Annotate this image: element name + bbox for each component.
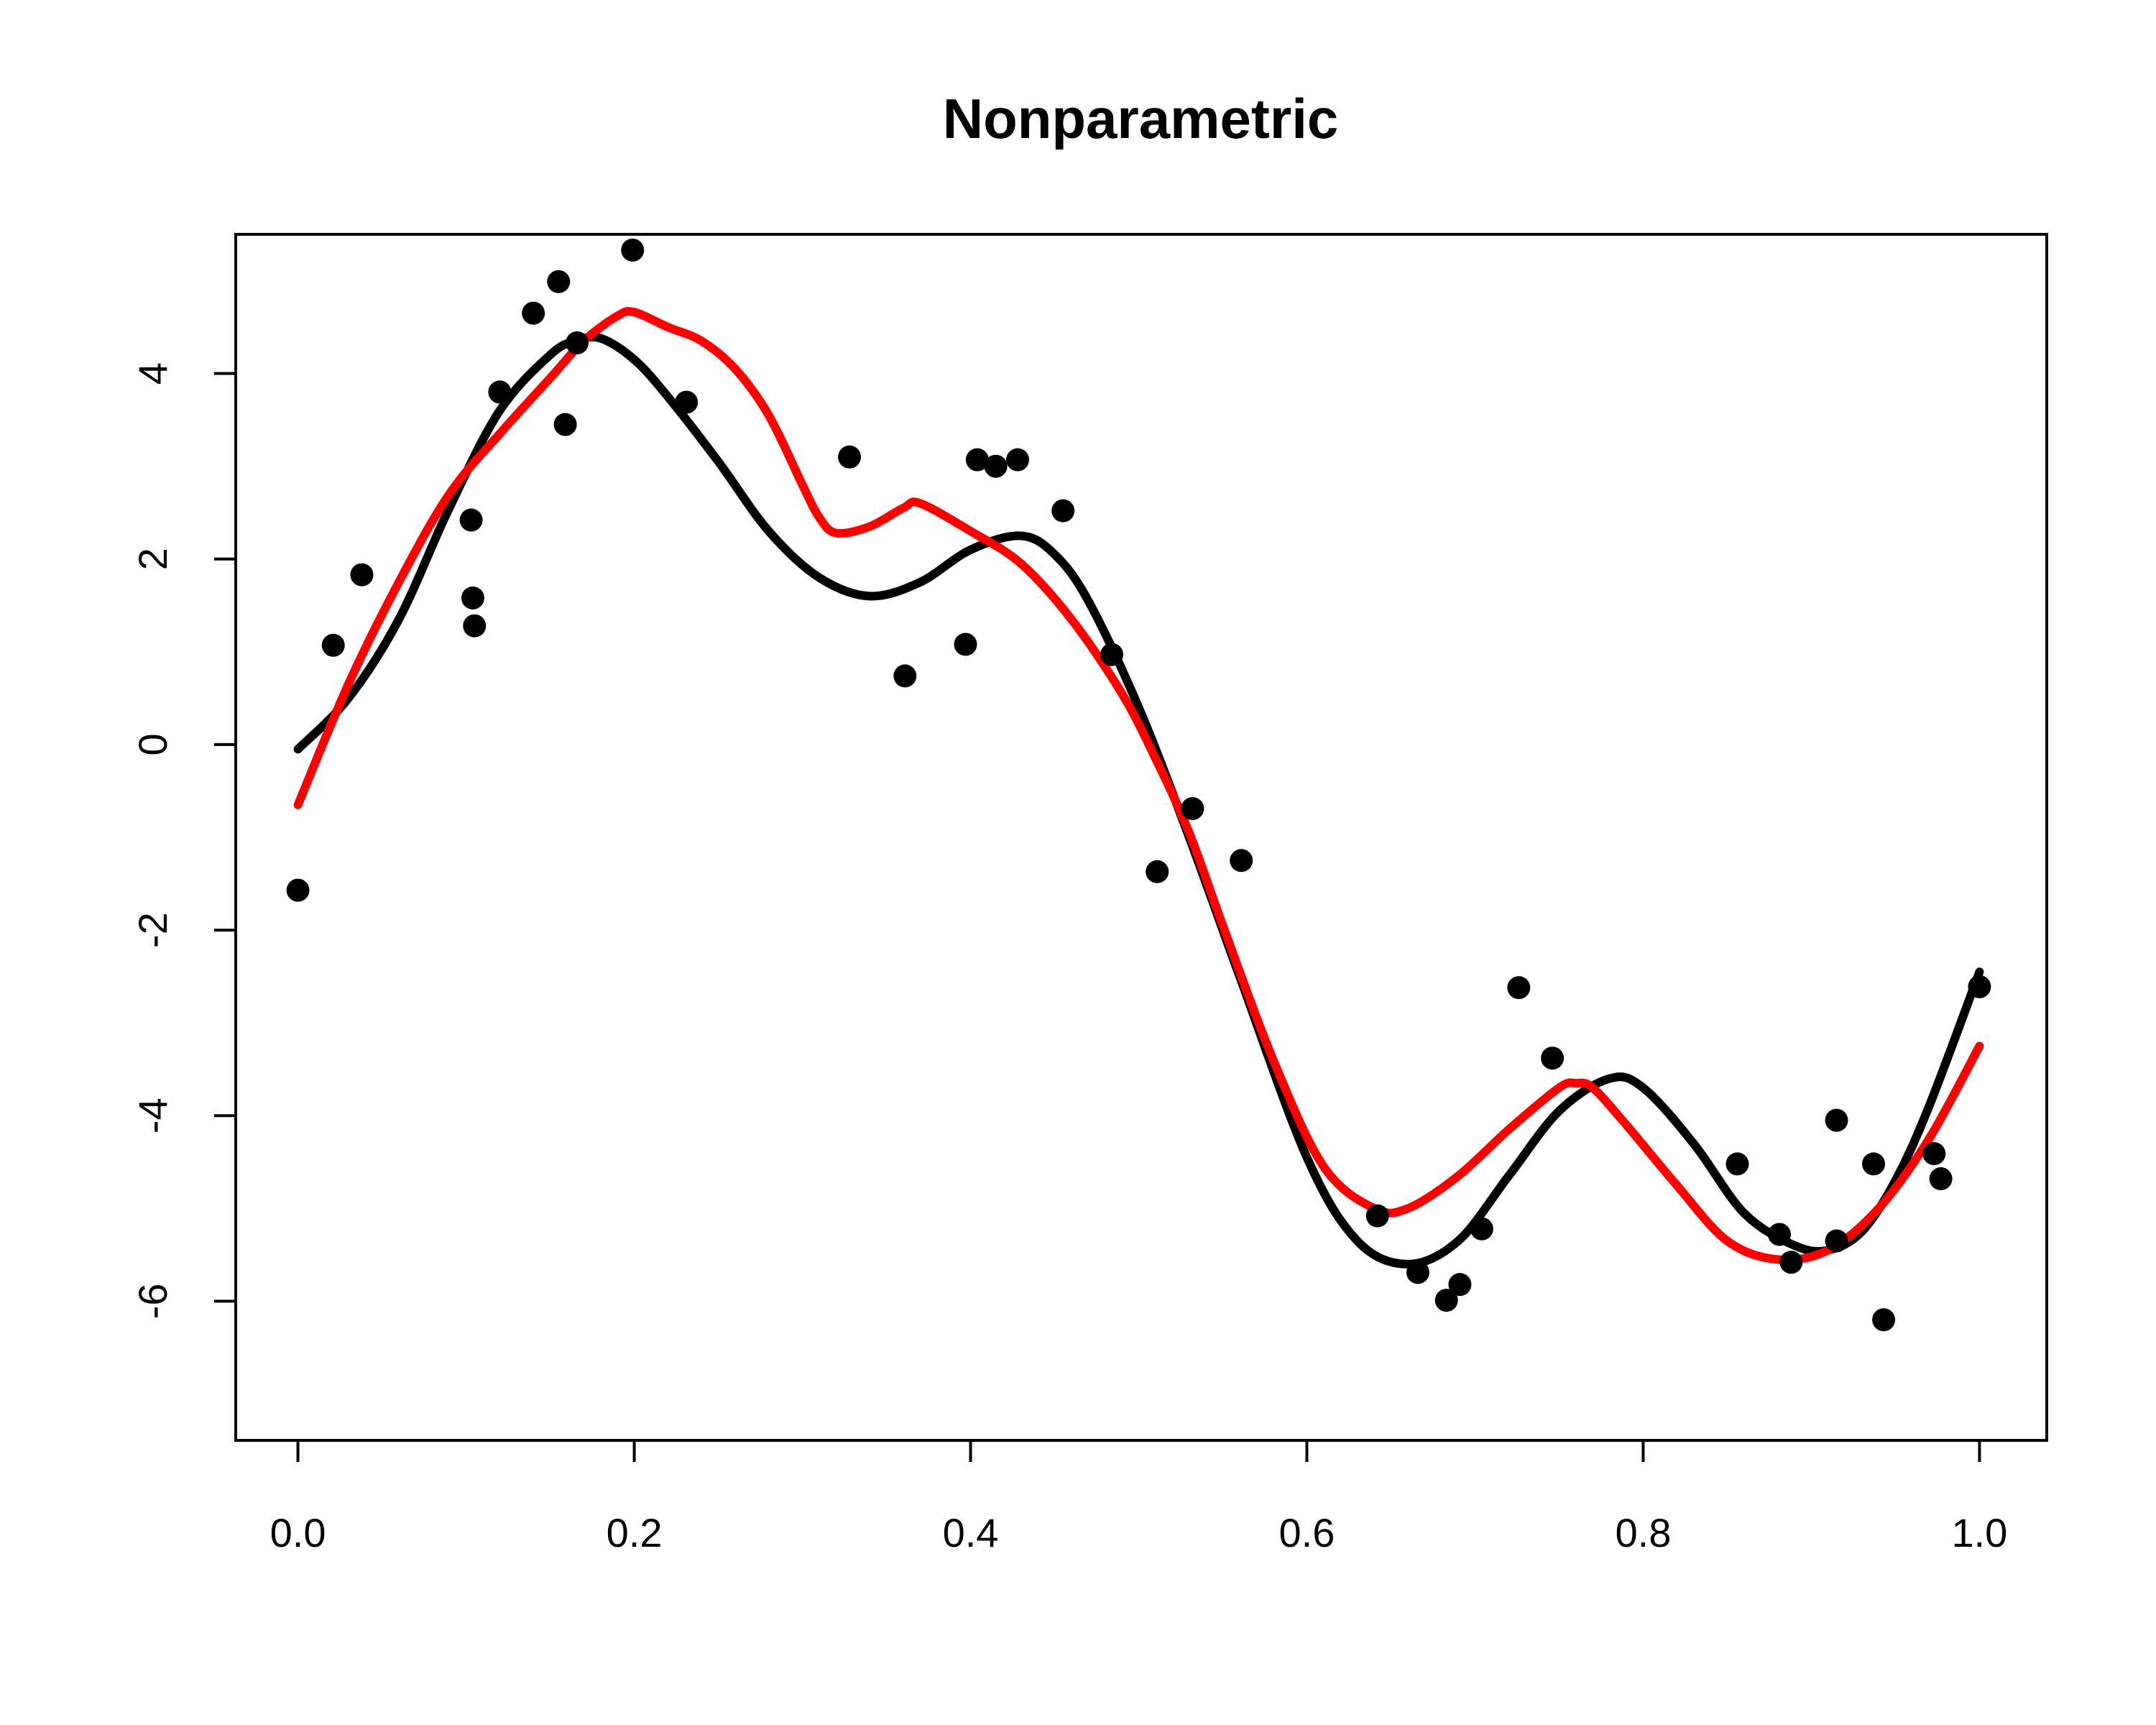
y-tick-label: -2 [130,912,175,948]
y-axis: -6 -4 -2 0 2 4 [130,362,237,1319]
red-curve [293,307,1984,1264]
data-point [1051,499,1075,523]
data-point [1968,975,1991,998]
data-point [1861,1152,1885,1176]
data-point [350,563,374,586]
data-point [553,413,577,436]
data-point [1230,849,1253,873]
data-point [965,448,989,472]
data-point [1507,976,1531,1000]
points-layer [286,238,1991,1332]
x-axis: 0.0 0.2 0.4 0.6 0.8 1.0 [270,1439,2007,1555]
y-tick-label: 0 [130,733,175,755]
data-point [1825,1108,1848,1132]
black-curve [293,332,1984,1269]
data-point [321,633,345,657]
data-point [522,301,545,325]
data-point [1470,1217,1493,1241]
chart-title: Nonparametric [943,87,1339,150]
data-point [675,390,699,414]
data-point [1726,1152,1749,1176]
data-point [547,270,571,293]
y-tick-label: -4 [130,1098,175,1133]
data-point [286,878,310,902]
data-point [984,454,1008,478]
data-point [1929,1167,1953,1191]
data-point [463,614,487,638]
data-point [1779,1251,1803,1274]
y-tick-label: -6 [130,1283,175,1319]
data-point [1541,1046,1565,1070]
data-point [1922,1142,1946,1166]
data-point [459,508,483,532]
data-point [1767,1223,1791,1246]
data-point [1872,1308,1896,1332]
x-tick-label: 0.0 [270,1510,326,1555]
data-point [1181,796,1204,820]
x-tick-label: 0.2 [607,1510,663,1555]
data-point [1434,1289,1458,1312]
data-point [1825,1229,1848,1253]
data-point [1146,860,1169,883]
data-point [954,632,977,656]
data-point [461,586,484,610]
x-tick-label: 1.0 [1951,1510,2007,1555]
data-point [1406,1261,1429,1284]
data-point [1448,1273,1472,1297]
data-point [488,380,512,404]
x-tick-label: 0.4 [943,1510,999,1555]
data-point [565,331,589,355]
x-tick-label: 0.6 [1279,1510,1335,1555]
series-layer [293,307,1984,1269]
x-tick-label: 0.8 [1616,1510,1672,1555]
data-point [893,664,917,688]
data-point [1100,643,1124,666]
y-tick-label: 4 [130,362,175,385]
data-point [621,238,645,262]
data-point [1365,1204,1389,1228]
data-point [838,445,862,469]
y-tick-label: 2 [130,548,175,570]
data-point [1006,448,1030,472]
